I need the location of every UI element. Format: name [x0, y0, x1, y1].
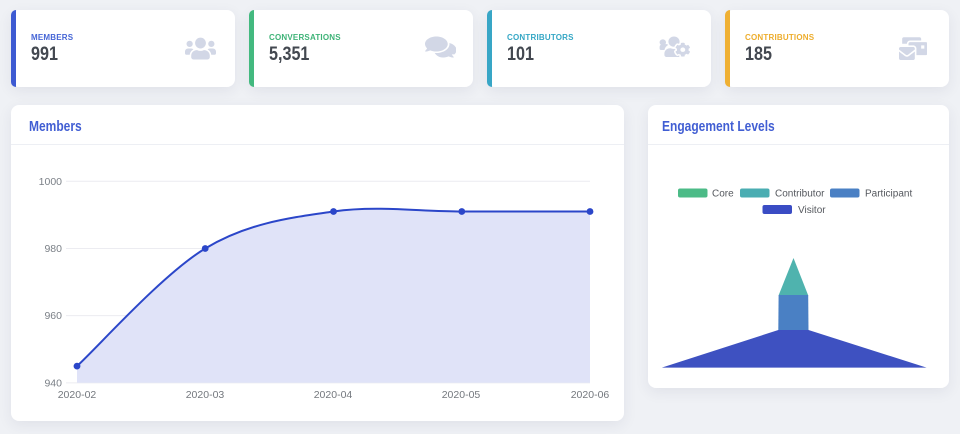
svg-text:980: 980 — [44, 243, 62, 255]
svg-text:2020-05: 2020-05 — [442, 389, 481, 401]
svg-text:1000: 1000 — [39, 176, 63, 188]
svg-text:2020-04: 2020-04 — [314, 389, 353, 401]
svg-text:Contributor: Contributor — [775, 189, 825, 200]
svg-text:Visitor: Visitor — [798, 205, 826, 216]
svg-text:940: 940 — [44, 377, 62, 389]
svg-text:2020-02: 2020-02 — [58, 389, 97, 401]
svg-text:Core: Core — [712, 189, 734, 200]
svg-text:2020-06: 2020-06 — [571, 389, 610, 401]
svg-text:960: 960 — [44, 310, 62, 322]
svg-text:2020-03: 2020-03 — [186, 389, 225, 401]
svg-text:Participant: Participant — [865, 189, 912, 200]
